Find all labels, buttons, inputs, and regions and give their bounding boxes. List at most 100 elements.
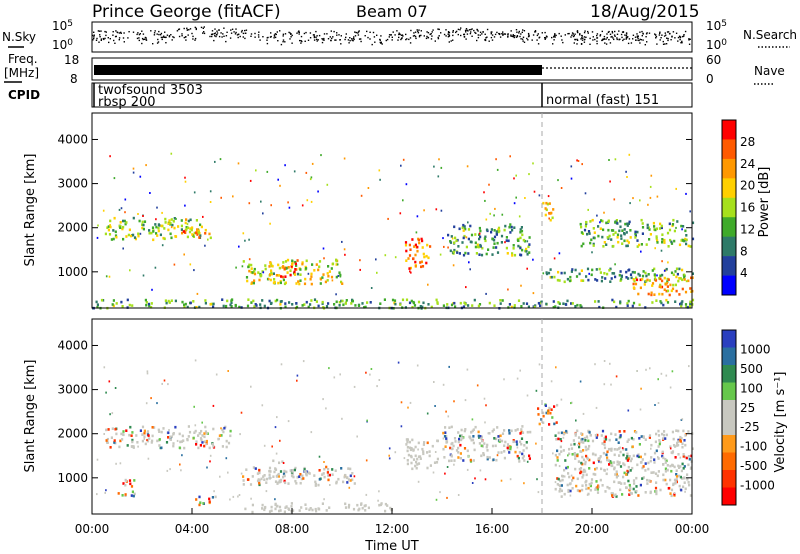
nsky-point: [95, 39, 98, 41]
echo-cell: [485, 252, 488, 256]
echo-cell: [277, 263, 280, 267]
echo-cell: [130, 494, 133, 497]
echo-cell: [690, 454, 693, 458]
echo-cell: [139, 175, 142, 178]
echo-cell: [237, 162, 240, 165]
echo-cell: [687, 430, 690, 433]
echo-cell: [599, 455, 602, 458]
nsky-point: [241, 29, 243, 32]
nsky-point: [536, 34, 539, 37]
echo-cell: [585, 454, 588, 458]
echo-cell: [618, 454, 621, 457]
nsky-point: [576, 43, 578, 45]
nsky-point: [510, 34, 512, 36]
echo-cell: [645, 274, 648, 278]
colorbar-tick-label: 16: [740, 201, 755, 215]
echo-cell: [305, 267, 308, 270]
echo-cell: [508, 432, 511, 435]
echo-cell: [647, 273, 650, 276]
echo-cell: [667, 261, 669, 264]
echo-cell: [287, 266, 290, 269]
nsky-point: [460, 27, 462, 29]
echo-cell: [589, 433, 592, 437]
echo-cell: [661, 240, 664, 244]
echo-cell: [646, 223, 649, 227]
echo-cell: [585, 222, 588, 226]
echo-cell: [408, 267, 411, 270]
echo-cell: [301, 474, 304, 478]
echo-cell: [538, 363, 541, 366]
echo-cell: [654, 404, 656, 406]
echo-cell: [156, 206, 158, 209]
echo-cell: [466, 165, 469, 168]
echo-cell: [468, 261, 470, 264]
echo-cell: [170, 152, 173, 155]
echo-cell: [627, 465, 630, 469]
echo-cell: [675, 473, 678, 476]
echo-cell: [168, 301, 171, 304]
echo-cell: [584, 480, 587, 484]
echo-cell: [230, 301, 233, 304]
echo-cell: [258, 471, 261, 475]
echo-cell: [593, 231, 596, 234]
echo-cell: [655, 449, 658, 453]
colorbar-frame: [721, 329, 737, 506]
echo-cell: [421, 246, 424, 249]
echo-cell: [519, 440, 522, 444]
echo-cell: [682, 239, 685, 242]
nsky-point: [501, 33, 503, 35]
echo-cell: [657, 434, 661, 437]
echo-cell: [513, 304, 516, 307]
echo-cell: [683, 278, 686, 281]
echo-cell: [196, 228, 199, 231]
nsky-point: [214, 28, 216, 30]
echo-cell: [159, 233, 162, 237]
echo-cell: [274, 502, 277, 506]
nsky-point: [230, 29, 232, 31]
nsky-point: [164, 31, 166, 33]
nsky-point: [336, 32, 338, 34]
echo-cell: [112, 299, 115, 302]
echo-cell: [115, 235, 118, 239]
nsky-point: [235, 31, 237, 34]
echo-cell: [545, 208, 548, 212]
echo-cell: [416, 245, 419, 249]
echo-cell: [408, 440, 411, 444]
echo-cell: [132, 446, 135, 449]
echo-cell: [628, 220, 631, 224]
echo-cell: [610, 432, 613, 436]
echo-cell: [409, 401, 412, 404]
echo-cell: [548, 406, 551, 410]
echo-cell: [594, 453, 597, 457]
echo-cell: [687, 463, 690, 467]
echo-cell: [171, 223, 174, 227]
echo-cell: [293, 170, 296, 173]
echo-cell: [573, 452, 576, 455]
echo-cell: [260, 200, 262, 203]
echo-cell: [669, 464, 672, 468]
nsky-point: [398, 32, 400, 34]
echo-cell: [270, 509, 273, 513]
echo-cell: [588, 458, 591, 462]
echo-cell: [106, 226, 109, 229]
echo-cell: [322, 273, 325, 276]
echo-cell: [273, 280, 276, 284]
nsky-point: [274, 36, 277, 39]
nsky-point: [616, 37, 618, 39]
echo-cell: [137, 445, 139, 448]
echo-cell: [689, 467, 692, 470]
echo-cell: [467, 455, 470, 458]
echo-cell: [139, 429, 142, 432]
echo-cell: [604, 490, 607, 493]
echo-cell: [270, 271, 273, 275]
echo-cell: [565, 429, 568, 433]
echo-cell: [653, 273, 656, 276]
nsky-point: [474, 31, 476, 34]
echo-cell: [521, 425, 524, 428]
echo-cell: [192, 300, 195, 303]
nsky-point: [313, 36, 316, 39]
echo-cell: [577, 160, 580, 162]
echo-cell: [245, 468, 248, 471]
echo-cell: [331, 468, 334, 471]
nsky-point: [512, 35, 515, 37]
